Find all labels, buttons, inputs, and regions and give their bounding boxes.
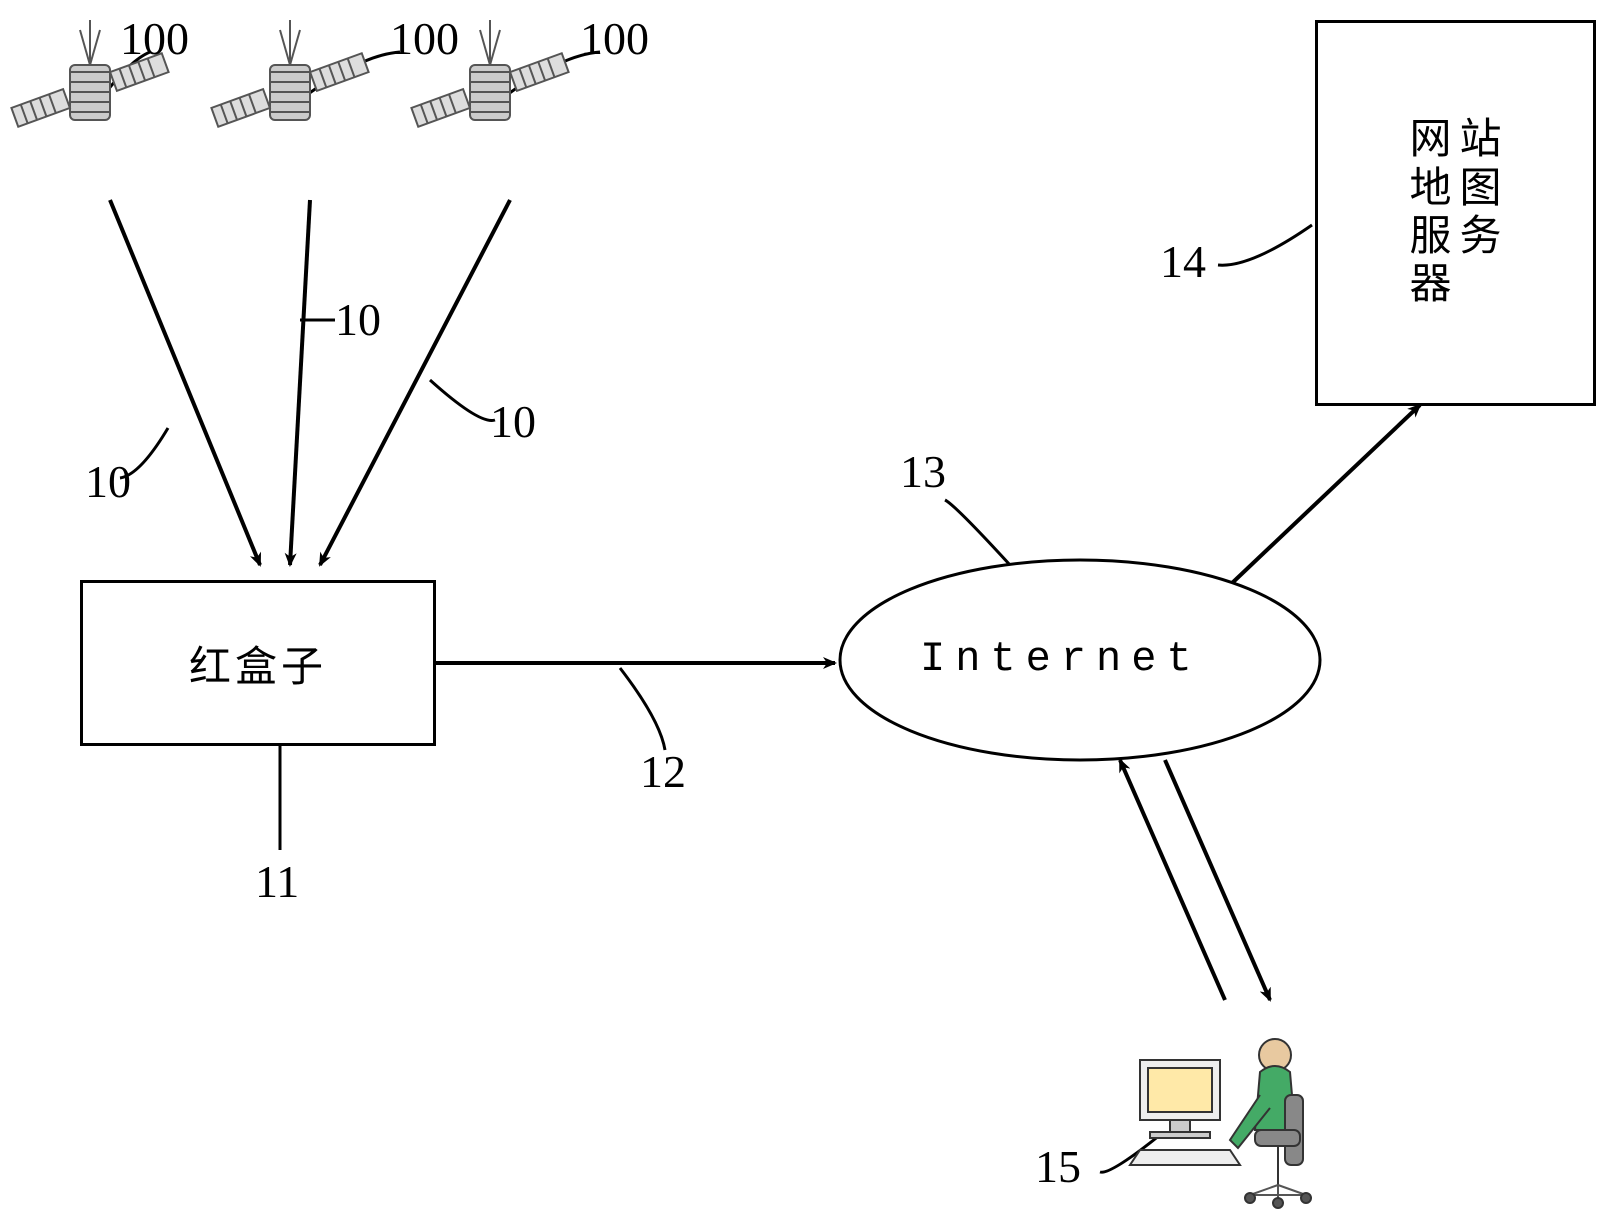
- edge-user-internet-up: [1120, 760, 1225, 1000]
- label-sat2: 100: [390, 12, 459, 65]
- leader-arrow12: [620, 668, 665, 750]
- label-sat1: 100: [120, 12, 189, 65]
- label-sig2: 10: [335, 293, 381, 346]
- edge-internet-user-down: [1165, 760, 1270, 1000]
- label-box11: 11: [255, 855, 299, 908]
- edge-sat3-redbox: [320, 200, 510, 565]
- leader-server14: [1218, 225, 1312, 265]
- node-server: 网地服器 站图务: [1315, 20, 1596, 406]
- label-sig3: 10: [490, 395, 536, 448]
- node-redbox-label: 红盒子: [189, 633, 327, 694]
- satellite-icon-2: [210, 10, 370, 170]
- edge-sat1-redbox: [110, 200, 260, 565]
- label-internet13: 13: [900, 445, 946, 498]
- diagram-stage: 红盒子 Internet 网地服器 站图务: [0, 0, 1609, 1225]
- node-internet-label: Internet: [920, 635, 1202, 683]
- label-server14: 14: [1160, 235, 1206, 288]
- edge-internet-server: [1230, 405, 1420, 585]
- node-server-label: 网地服器 站图务: [1409, 116, 1501, 309]
- node-redbox: 红盒子: [80, 580, 436, 746]
- leader-sig3: [430, 380, 495, 421]
- label-sat3: 100: [580, 12, 649, 65]
- leader-internet13: [945, 500, 1010, 565]
- label-arrow12: 12: [640, 745, 686, 798]
- label-sig1: 10: [85, 455, 131, 508]
- label-user15: 15: [1035, 1140, 1081, 1193]
- user-icon: [1120, 1000, 1340, 1220]
- edge-sat2-redbox: [290, 200, 310, 565]
